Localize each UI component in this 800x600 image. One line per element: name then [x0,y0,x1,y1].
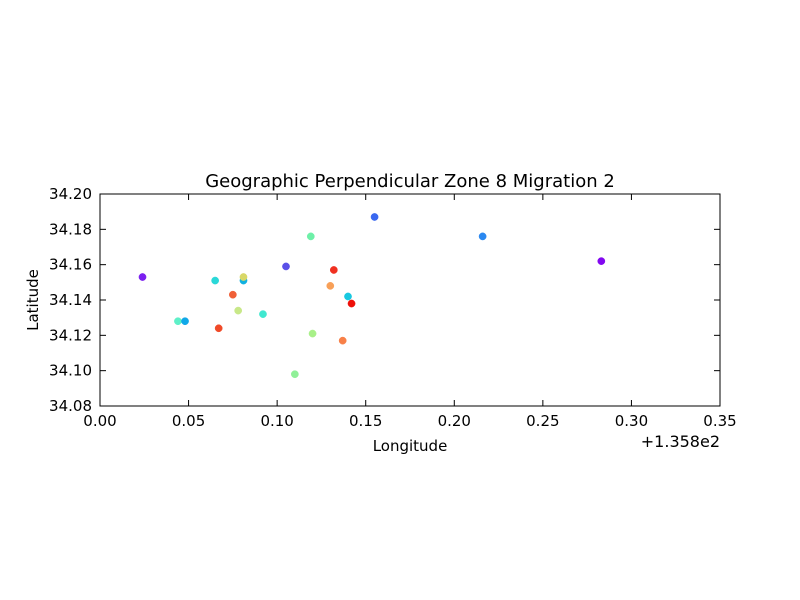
y-tick-label: 34.16 [49,256,92,274]
y-tick-label: 34.18 [49,220,92,238]
x-tick-label: 0.35 [703,412,736,430]
x-axis-offset-label: +1.358e2 [641,432,720,451]
data-point [308,329,317,338]
y-axis: 34.08 34.10 34.12 34.14 34.16 34.18 34.20 [49,185,720,415]
data-point [174,317,182,326]
data-point [306,232,315,241]
y-tick-label: 34.10 [49,362,92,380]
y-tick-label: 34.20 [49,185,92,203]
data-point [478,232,487,241]
data-point [282,262,290,271]
y-tick-label: 34.14 [49,291,92,309]
data-point [326,282,335,290]
x-axis: 0.00 0.05 0.10 0.15 0.20 0.25 0.30 0.35 [83,194,737,430]
data-point [344,292,352,301]
x-tick-label: 0.00 [83,412,116,430]
x-tick-label: 0.05 [172,412,205,430]
data-point [229,290,237,299]
chart-title: Geographic Perpendicular Zone 8 Migratio… [205,171,615,192]
data-points [138,213,606,379]
data-point [597,257,606,265]
data-point [291,370,299,379]
y-tick-label: 34.12 [49,326,92,344]
data-point [239,273,248,281]
y-tick-label: 34.08 [49,397,92,415]
x-tick-label: 0.30 [615,412,648,430]
x-tick-label: 0.15 [349,412,382,430]
data-point [234,306,243,315]
data-point [214,324,223,333]
data-point [138,273,147,281]
data-point [211,276,219,285]
plot-area [99,193,721,407]
x-tick-label: 0.10 [260,412,293,430]
x-tick-label: 0.20 [438,412,471,430]
data-point [370,213,379,221]
y-axis-label: Latitude [24,269,42,331]
data-point [329,266,338,274]
data-point [259,310,267,318]
data-point [347,299,356,308]
data-point [338,336,347,345]
data-point [181,317,189,326]
x-axis-label: Longitude [373,437,448,455]
x-tick-label: 0.25 [526,412,559,430]
